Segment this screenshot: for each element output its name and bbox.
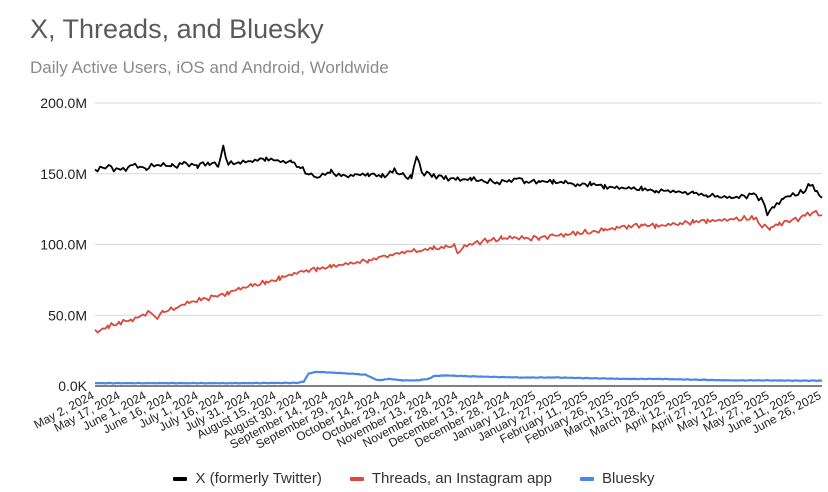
chart-legend: X (formerly Twitter) Threads, an Instagr… xyxy=(0,470,828,487)
chart-subtitle: Daily Active Users, iOS and Android, Wor… xyxy=(30,58,389,77)
y-tick-label: 0.0K xyxy=(58,378,87,394)
y-tick-label: 100.0M xyxy=(40,237,87,253)
series-line-bluesky xyxy=(95,370,823,385)
legend-item-threads: Threads, an Instagram app xyxy=(349,470,552,487)
legend-swatch-bluesky xyxy=(579,476,594,481)
legend-item-x: X (formerly Twitter) xyxy=(173,470,322,487)
legend-item-bluesky: Bluesky xyxy=(579,470,655,487)
legend-label-x: X (formerly Twitter) xyxy=(195,470,322,487)
chart-title: X, Threads, and Bluesky xyxy=(30,14,324,44)
legend-swatch-threads xyxy=(349,476,364,481)
legend-swatch-x xyxy=(173,476,188,481)
legend-label-threads: Threads, an Instagram app xyxy=(371,470,552,487)
series-line-threads xyxy=(94,209,823,334)
y-tick-label: 200.0M xyxy=(40,95,87,111)
y-tick-label: 50.0M xyxy=(48,307,87,323)
series-line-x xyxy=(94,144,823,217)
legend-label-bluesky: Bluesky xyxy=(601,470,655,487)
y-tick-label: 150.0M xyxy=(40,166,87,182)
